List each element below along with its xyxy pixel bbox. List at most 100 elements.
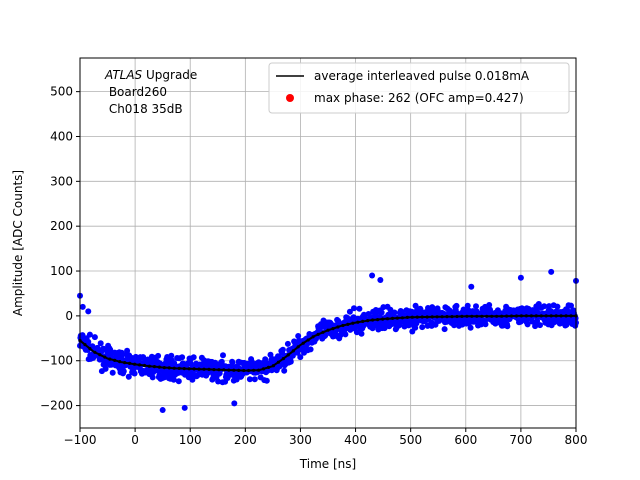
sample-point xyxy=(467,324,474,331)
sample-point xyxy=(284,340,291,347)
sample-point xyxy=(155,352,162,359)
average-pulse-point xyxy=(212,368,216,372)
average-pulse-point xyxy=(237,368,241,372)
sample-point xyxy=(504,323,511,330)
average-pulse-point xyxy=(385,317,390,321)
average-pulse-point xyxy=(485,314,489,318)
sample-point xyxy=(181,404,188,411)
sample-point xyxy=(85,308,92,315)
average-pulse-point xyxy=(480,314,484,318)
sample-point xyxy=(170,376,177,383)
average-pulse-point xyxy=(559,314,563,318)
sample-point xyxy=(279,346,286,353)
average-pulse-point xyxy=(123,361,127,365)
sample-point xyxy=(267,351,274,358)
sample-point xyxy=(102,365,109,372)
average-pulse-point xyxy=(207,367,211,371)
average-pulse-point xyxy=(266,365,271,369)
legend-entry-max-phase: max phase: 262 (OFC amp=0.427) xyxy=(314,91,524,105)
average-pulse-point xyxy=(509,314,514,318)
average-pulse-point xyxy=(534,314,538,318)
average-pulse-point xyxy=(554,314,558,318)
sample-point xyxy=(220,352,226,359)
sample-point xyxy=(391,309,398,316)
average-pulse-point xyxy=(98,353,102,357)
y-tick-label: 500 xyxy=(50,85,73,99)
average-pulse-point xyxy=(232,368,236,372)
average-pulse-point xyxy=(222,368,226,372)
y-tick-label: 100 xyxy=(50,264,73,278)
average-pulse-point xyxy=(564,314,568,318)
average-pulse-point xyxy=(137,363,142,367)
sample-point xyxy=(486,302,493,308)
sample-point xyxy=(517,274,524,281)
average-pulse-point xyxy=(569,314,573,318)
sample-point xyxy=(297,354,304,361)
average-pulse-point xyxy=(470,314,474,318)
sample-point xyxy=(356,305,363,312)
sample-point xyxy=(86,331,93,338)
sample-point xyxy=(378,309,385,316)
average-pulse-point xyxy=(440,315,444,319)
average-pulse-point xyxy=(395,316,399,320)
average-pulse-point xyxy=(152,365,156,369)
sample-point xyxy=(125,373,132,380)
sample-point xyxy=(159,407,166,414)
average-pulse-point xyxy=(142,363,147,368)
sample-point xyxy=(482,321,489,328)
average-pulse-point xyxy=(83,343,87,347)
y-tick-label: 300 xyxy=(50,174,73,188)
average-pulse-point xyxy=(133,362,137,366)
y-tick-label: 0 xyxy=(65,309,73,323)
annotation-atlas: ATLAS xyxy=(104,68,143,82)
legend-box xyxy=(268,62,570,114)
x-tick-label: 0 xyxy=(131,433,139,447)
sample-point xyxy=(251,376,258,383)
average-pulse-point xyxy=(425,315,429,319)
average-pulse-point xyxy=(162,366,166,370)
average-pulse-point xyxy=(381,317,385,321)
sample-point xyxy=(229,359,236,366)
sample-point xyxy=(468,283,475,290)
sample-point xyxy=(541,303,548,310)
average-pulse-point xyxy=(410,315,414,319)
average-pulse-point xyxy=(88,347,92,351)
average-pulse-point xyxy=(445,315,449,319)
average-pulse-point xyxy=(435,315,439,319)
sample-point xyxy=(346,308,353,315)
sample-point xyxy=(175,378,182,385)
sample-point xyxy=(464,302,471,309)
average-pulse-point xyxy=(326,328,330,332)
average-pulse-point xyxy=(257,368,261,372)
average-pulse-point xyxy=(227,368,231,372)
average-pulse-point xyxy=(430,315,434,319)
x-tick-label: 600 xyxy=(454,433,477,447)
average-pulse-point xyxy=(128,361,132,365)
x-tick-label: 400 xyxy=(344,433,367,447)
sample-point xyxy=(190,354,197,361)
sample-point xyxy=(568,302,574,309)
y-axis-label: Amplitude [ADC Counts] xyxy=(11,170,25,316)
average-pulse-point xyxy=(390,316,395,320)
average-pulse-point xyxy=(366,319,370,323)
x-axis-ticks: −100 0 100 200 300 400 500 600 700 800 xyxy=(64,428,587,447)
sample-point xyxy=(412,324,419,331)
svg-text:ATLAS Upgrade: ATLAS Upgrade xyxy=(104,68,197,82)
average-pulse-point xyxy=(252,368,256,372)
average-pulse-point xyxy=(187,367,191,371)
average-pulse-point xyxy=(450,315,454,319)
sample-point xyxy=(453,302,460,309)
x-tick-label: 300 xyxy=(289,433,312,447)
average-pulse-point xyxy=(405,315,409,319)
legend-marker-swatch xyxy=(286,94,294,102)
sample-point xyxy=(287,358,294,365)
sample-point xyxy=(473,303,479,310)
sample-point xyxy=(120,368,127,375)
y-axis-ticks: −200 −100 0 100 200 300 400 500 xyxy=(40,85,80,413)
average-pulse-point xyxy=(549,314,553,318)
annotation-board: Board260 xyxy=(105,85,167,99)
average-pulse-point xyxy=(306,338,310,342)
x-axis-label: Time [ns] xyxy=(299,457,356,471)
average-pulse-point xyxy=(529,314,534,318)
sample-point xyxy=(118,349,125,356)
